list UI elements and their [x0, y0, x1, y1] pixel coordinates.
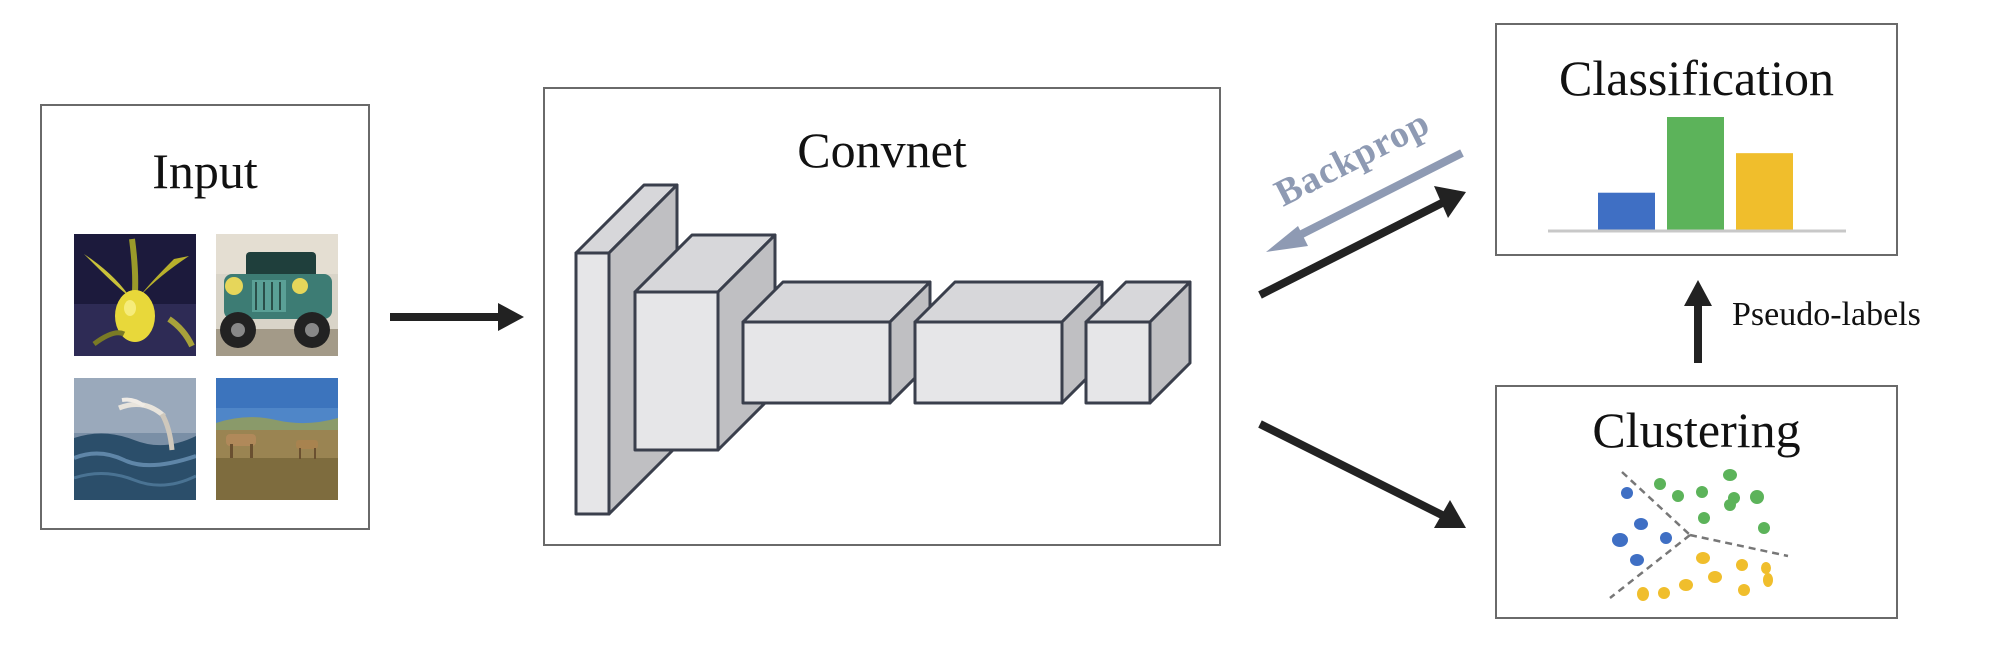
cluster-boundary-2: [1689, 533, 1789, 558]
cluster-blue: [1612, 487, 1672, 566]
cluster-boundary-1: [1621, 471, 1691, 536]
conv-layer-4: [913, 280, 1104, 405]
arrow-input-to-convnet: [390, 303, 524, 331]
classification-bar-3: [1736, 153, 1793, 230]
input-title: Input: [152, 143, 258, 199]
classification-bar-1: [1598, 192, 1655, 230]
classification-bar-chart: [1598, 117, 1793, 230]
cluster-yellow: [1637, 552, 1773, 601]
clustering-title: Clustering: [1592, 402, 1801, 458]
backprop-label: Backprop: [1268, 101, 1437, 215]
arrow-convnet-to-clustering: [1258, 420, 1466, 528]
arrow-convnet-to-classification: [1258, 186, 1466, 299]
classification-title: Classification: [1559, 50, 1834, 106]
input-image-flower: [74, 234, 196, 356]
clustering-panel: Clustering: [1495, 385, 1898, 619]
pseudo-labels-label: Pseudo-labels: [1732, 296, 1921, 333]
classification-bar-2: [1667, 117, 1724, 230]
backprop-arrow: [1266, 149, 1464, 252]
convnet-title: Convnet: [797, 122, 967, 178]
input-image-bird: [74, 378, 196, 500]
arrow-pseudo-labels: [1684, 280, 1712, 363]
conv-layer-3: [741, 280, 932, 405]
clustering-scatter: [1609, 469, 1789, 601]
input-image-car: [216, 234, 338, 356]
cluster-green: [1654, 469, 1770, 534]
input-panel: Input: [40, 104, 370, 530]
input-image-antelope: [216, 378, 338, 500]
convnet-layers: [574, 183, 1192, 516]
conv-layer-5: [1084, 280, 1192, 405]
cluster-boundary-3: [1609, 534, 1691, 599]
